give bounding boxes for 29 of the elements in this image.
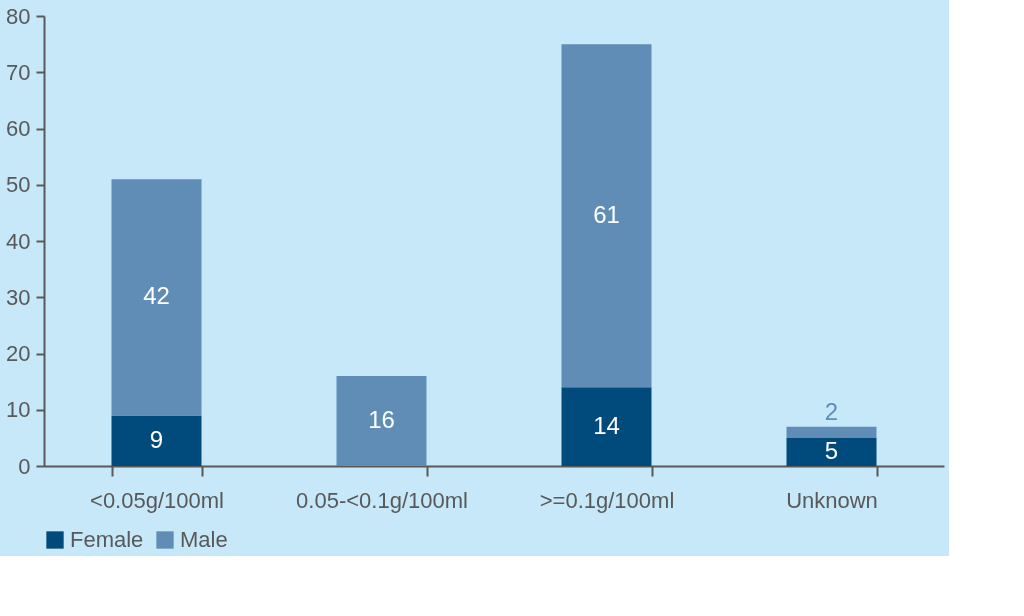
- y-tick-label: 10: [6, 397, 31, 423]
- y-tick-label: 40: [6, 228, 31, 254]
- x-tick-label: 0.05-<0.1g/100ml: [296, 487, 468, 513]
- y-tick-label: 60: [6, 116, 31, 141]
- data-label: 42: [143, 282, 170, 310]
- y-tick-label: 80: [6, 3, 31, 29]
- y-tick-label: 0: [18, 453, 31, 479]
- y-tick-label: 50: [6, 172, 31, 198]
- y-tick-label: 30: [6, 284, 31, 310]
- y-tick-label: 70: [6, 59, 31, 85]
- bar: [111, 415, 202, 466]
- legend-label: Male: [180, 527, 228, 552]
- x-tick-label: Unknown: [786, 487, 878, 513]
- bar: [111, 179, 202, 416]
- legend-label: Female: [70, 527, 144, 552]
- data-label: 16: [368, 406, 395, 433]
- bar: [786, 437, 877, 466]
- data-label: 61: [593, 200, 620, 228]
- y-tick-label: 20: [6, 341, 31, 366]
- bar: [561, 44, 652, 388]
- data-label: 9: [149, 425, 164, 453]
- x-tick-label: >=0.1g/100ml: [539, 487, 675, 513]
- bar: [336, 376, 427, 466]
- data-label: 14: [593, 411, 620, 439]
- data-label: 2: [824, 397, 839, 425]
- data-label: 5: [824, 436, 839, 464]
- bar: [786, 426, 877, 438]
- bar: [561, 387, 652, 466]
- x-tick-label: <0.05g/100ml: [90, 487, 224, 513]
